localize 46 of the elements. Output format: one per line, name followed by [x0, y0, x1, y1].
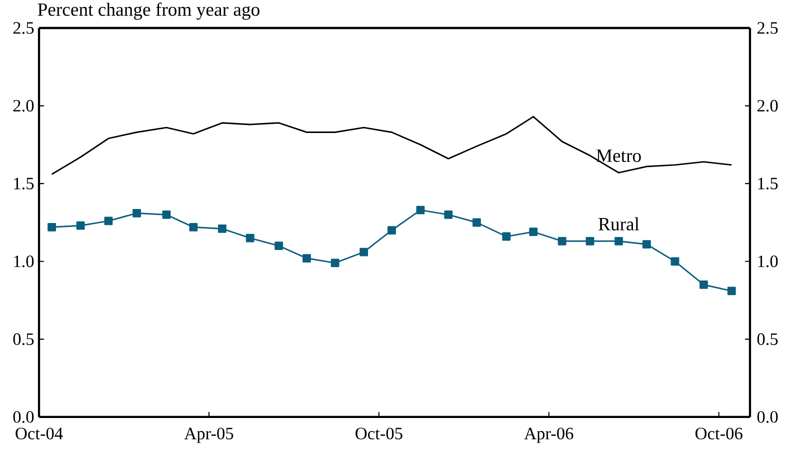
point — [48, 222, 56, 232]
point — [104, 216, 113, 226]
point — [444, 210, 453, 219]
point — [727, 286, 736, 296]
y-tick-label: 1.5 — [14, 178, 34, 190]
point — [586, 236, 594, 246]
point — [700, 280, 708, 289]
line-series — [51, 116, 732, 175]
point — [416, 206, 425, 214]
point — [189, 222, 198, 232]
point — [132, 208, 141, 218]
point — [302, 254, 311, 262]
point — [330, 258, 340, 268]
y-tick-label: 2.5 — [13, 22, 34, 34]
y-tick-label: 1.0 — [14, 256, 34, 268]
point — [642, 240, 651, 248]
point — [670, 257, 680, 266]
x-tick-label: Oct-05 — [356, 428, 402, 440]
series-label: Metro — [596, 150, 641, 162]
y2-tick-label: 1.0 — [758, 256, 778, 268]
point — [76, 221, 85, 230]
x-tick-label: Apr-05 — [184, 428, 234, 443]
point — [246, 234, 254, 242]
point — [614, 236, 623, 246]
y2-tick-label: 2.0 — [757, 100, 778, 112]
point — [472, 218, 481, 227]
point — [162, 210, 171, 219]
text: Percent change from year ago — [38, 2, 260, 20]
y2-tick-label: 2.5 — [757, 22, 778, 34]
series-label: Rural — [598, 217, 640, 230]
y2-tick-label: 0.0 — [757, 411, 778, 423]
point — [529, 228, 538, 236]
point — [218, 224, 226, 233]
x-tick-label: Oct-04 — [16, 428, 63, 440]
point — [558, 236, 566, 246]
point — [502, 232, 511, 241]
point — [274, 242, 284, 250]
point — [360, 248, 368, 256]
y-tick-label: 2.0 — [13, 100, 34, 112]
y2-tick-label: 0.5 — [757, 333, 778, 346]
y-tick-label: 0.0 — [13, 411, 34, 423]
x-tick-label: Oct-06 — [695, 428, 742, 440]
x-tick-label: Apr-06 — [524, 428, 574, 443]
y-tick-label: 0.5 — [13, 333, 34, 346]
y2-tick-label: 1.5 — [758, 178, 778, 190]
point — [388, 226, 396, 234]
